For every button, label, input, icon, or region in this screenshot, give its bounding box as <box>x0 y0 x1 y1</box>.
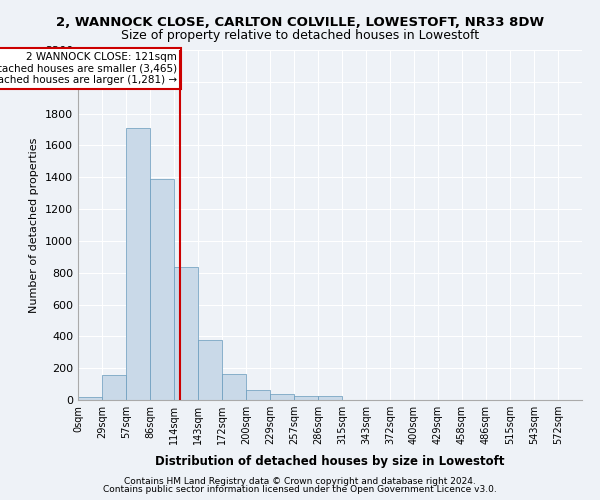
Text: 2, WANNOCK CLOSE, CARLTON COLVILLE, LOWESTOFT, NR33 8DW: 2, WANNOCK CLOSE, CARLTON COLVILLE, LOWE… <box>56 16 544 29</box>
Text: Size of property relative to detached houses in Lowestoft: Size of property relative to detached ho… <box>121 29 479 42</box>
Bar <box>246 390 270 400</box>
Bar <box>174 267 198 400</box>
Bar <box>222 374 246 400</box>
Text: Contains HM Land Registry data © Crown copyright and database right 2024.: Contains HM Land Registry data © Crown c… <box>124 477 476 486</box>
Text: 2 WANNOCK CLOSE: 121sqm
← 73% of detached houses are smaller (3,465)
27% of semi: 2 WANNOCK CLOSE: 121sqm ← 73% of detache… <box>0 52 177 85</box>
Bar <box>78 397 102 400</box>
Bar <box>126 128 150 400</box>
Bar <box>198 340 222 400</box>
Bar <box>294 396 318 400</box>
Bar <box>150 179 174 400</box>
X-axis label: Distribution of detached houses by size in Lowestoft: Distribution of detached houses by size … <box>155 456 505 468</box>
Bar <box>102 376 126 400</box>
Y-axis label: Number of detached properties: Number of detached properties <box>29 138 40 312</box>
Text: Contains public sector information licensed under the Open Government Licence v3: Contains public sector information licen… <box>103 485 497 494</box>
Bar <box>270 394 294 400</box>
Bar <box>318 396 342 400</box>
